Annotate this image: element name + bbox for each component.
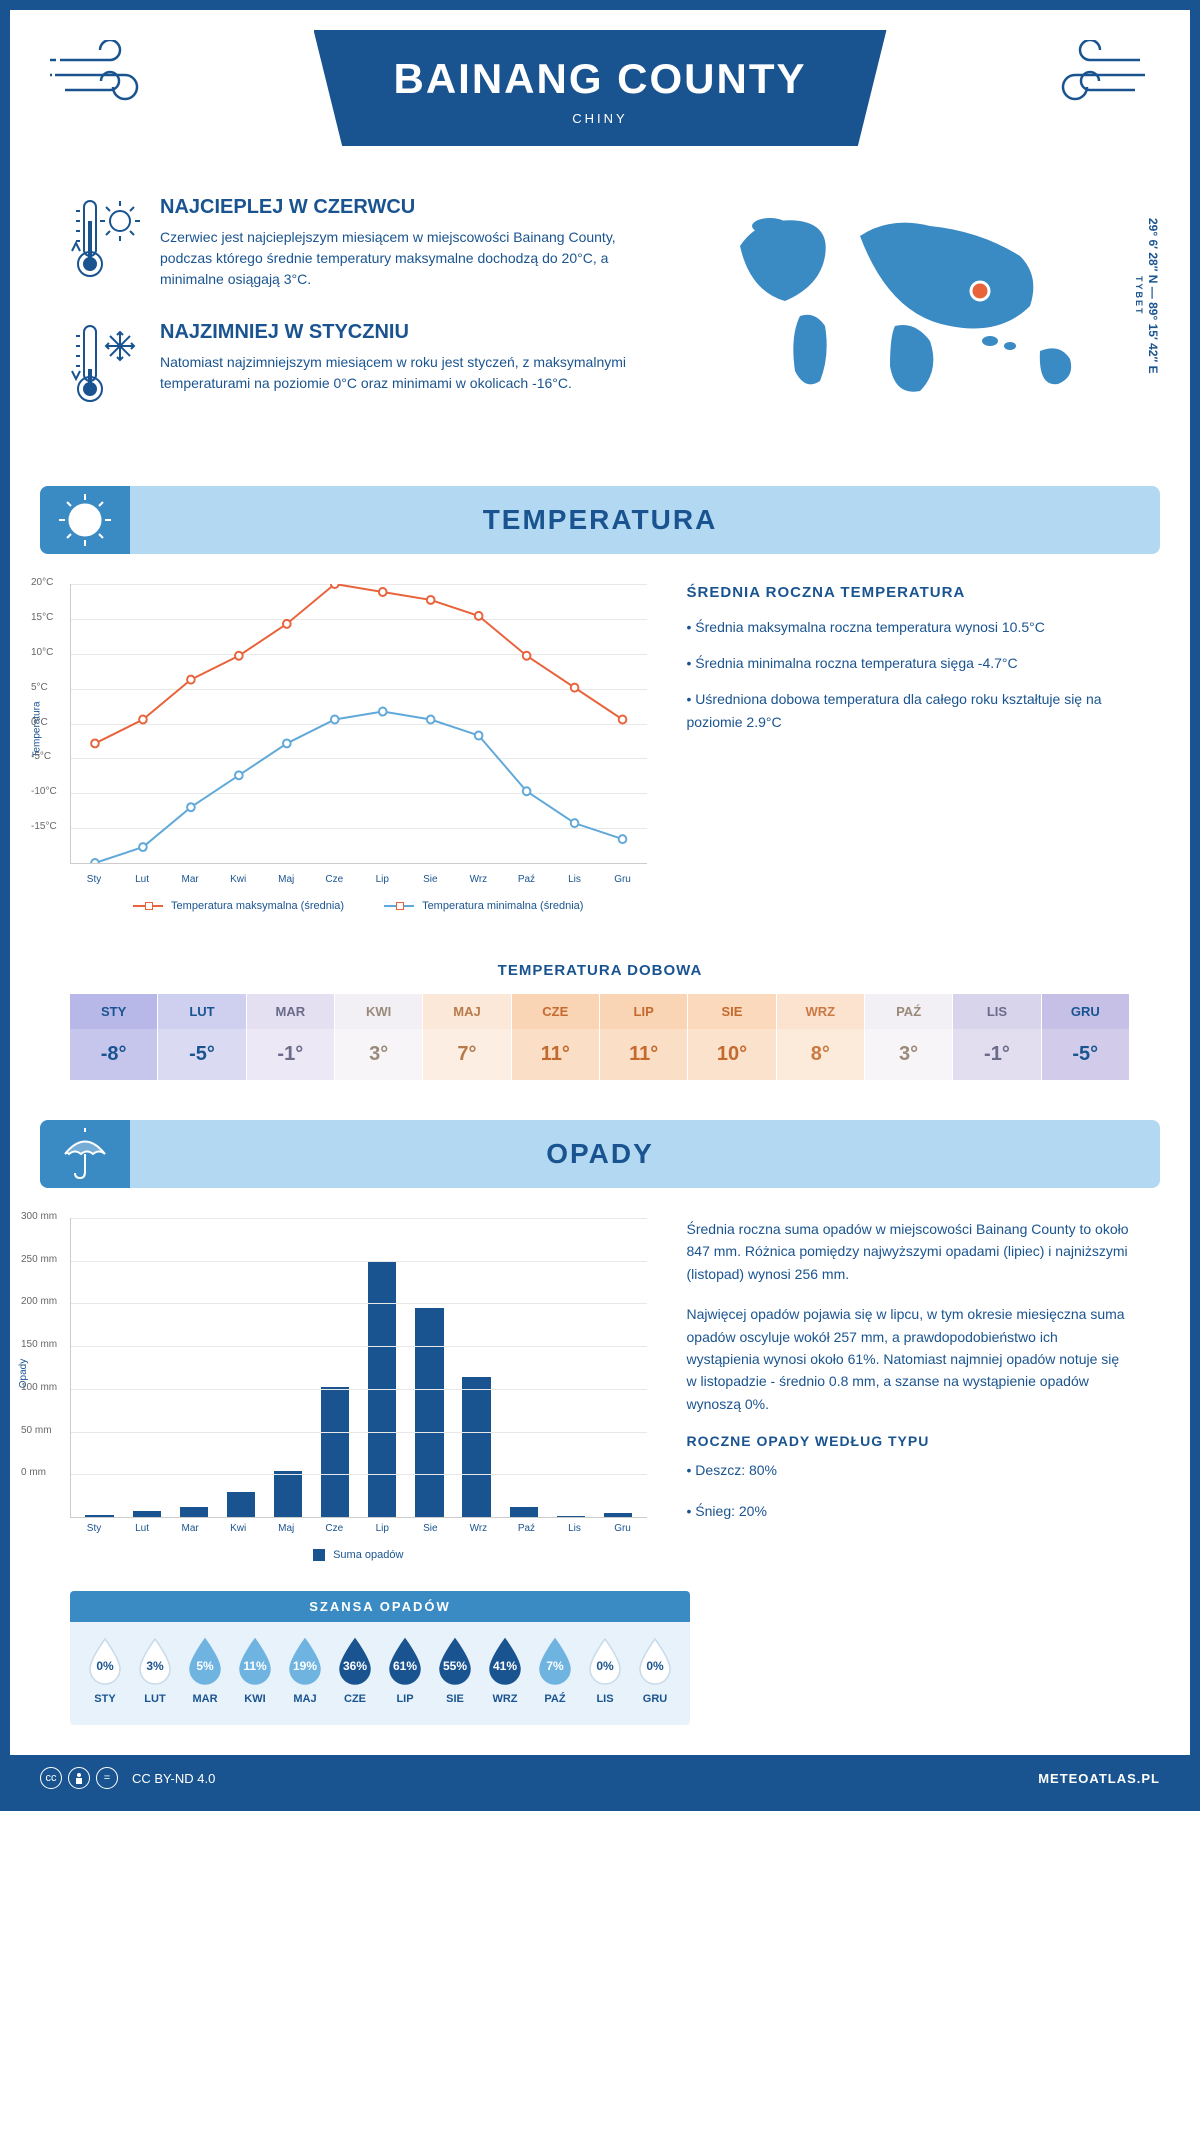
title-banner: BAINANG COUNTY CHINY xyxy=(314,30,887,146)
temp-cell: GRU-5° xyxy=(1042,994,1130,1080)
location-title: BAINANG COUNTY xyxy=(394,55,807,103)
temp-bullet: • Średnia minimalna roczna temperatura s… xyxy=(687,652,1130,676)
cc-icon: cc xyxy=(40,1767,62,1789)
bar xyxy=(462,1377,490,1517)
precipitation-section-header: OPADY xyxy=(40,1120,1160,1188)
bar xyxy=(510,1507,538,1517)
temp-cell: WRZ8° xyxy=(777,994,865,1080)
chance-cell: 3%LUT xyxy=(130,1637,180,1705)
bar xyxy=(133,1511,161,1517)
chance-cell: 0%LIS xyxy=(580,1637,630,1705)
world-map-icon xyxy=(710,196,1110,416)
warmest-text: Czerwiec jest najcieplejszym miesiącem w… xyxy=(160,227,670,290)
precipitation-chart: Opady 300 mm250 mm200 mm150 mm100 mm50 m… xyxy=(70,1218,647,1561)
temp-cell: PAŹ3° xyxy=(865,994,953,1080)
y-axis-label: Opady xyxy=(18,1358,29,1387)
precip-snow: • Śnieg: 20% xyxy=(687,1500,1130,1522)
chance-cell: 36%CZE xyxy=(330,1637,380,1705)
daily-temp-title: TEMPERATURA DOBOWA xyxy=(70,962,1130,979)
header: BAINANG COUNTY CHINY xyxy=(10,10,1190,176)
precipitation-info: Średnia roczna suma opadów w miejscowośc… xyxy=(687,1218,1130,1561)
temp-bullet: • Średnia maksymalna roczna temperatura … xyxy=(687,616,1130,640)
site-name: METEOATLAS.PL xyxy=(1038,1771,1160,1786)
nd-icon: = xyxy=(96,1767,118,1789)
precip-paragraph: Najwięcej opadów pojawia się w lipcu, w … xyxy=(687,1303,1130,1415)
chance-cell: 41%WRZ xyxy=(480,1637,530,1705)
chance-cell: 55%SIE xyxy=(430,1637,480,1705)
chance-cell: 19%MAJ xyxy=(280,1637,330,1705)
temp-cell: MAR-1° xyxy=(247,994,335,1080)
umbrella-icon xyxy=(40,1120,130,1188)
chart-legend: .legend-line:nth-child(1)::before{border… xyxy=(70,900,647,912)
temp-cell: CZE11° xyxy=(512,994,600,1080)
coldest-title: NAJZIMNIEJ W STYCZNIU xyxy=(160,321,670,344)
chance-cell: 7%PAŹ xyxy=(530,1637,580,1705)
temperature-chart: Temperatura 20°C15°C10°C5°C0°C-5°C-10°C-… xyxy=(70,584,647,912)
temperature-section-header: TEMPERATURA xyxy=(40,486,1160,554)
temperature-body: Temperatura 20°C15°C10°C5°C0°C-5°C-10°C-… xyxy=(10,554,1190,942)
temp-cell: MAJ7° xyxy=(423,994,511,1080)
coordinates: 29° 6′ 28″ N — 89° 15′ 42″ E TYBET xyxy=(1132,196,1160,396)
map-column: 29° 6′ 28″ N — 89° 15′ 42″ E TYBET xyxy=(710,196,1130,446)
y-axis-label: Temperatura xyxy=(32,701,43,757)
daily-temperature: TEMPERATURA DOBOWA STY-8°LUT-5°MAR-1°KWI… xyxy=(10,942,1190,1120)
bar xyxy=(227,1492,255,1517)
temp-cell: SIE10° xyxy=(688,994,776,1080)
license: cc = CC BY-ND 4.0 xyxy=(40,1767,215,1789)
bar xyxy=(604,1513,632,1517)
precip-rain: • Deszcz: 80% xyxy=(687,1459,1130,1481)
by-icon xyxy=(68,1767,90,1789)
wind-icon xyxy=(1040,40,1150,115)
legend-min: Temperatura minimalna (średnia) xyxy=(422,900,583,912)
precipitation-body: Opady 300 mm250 mm200 mm150 mm100 mm50 m… xyxy=(10,1188,1190,1581)
bar xyxy=(557,1516,585,1517)
bar xyxy=(85,1515,113,1517)
legend-precip: Suma opadów xyxy=(333,1549,403,1561)
bar xyxy=(180,1507,208,1517)
chance-cell: 11%KWI xyxy=(230,1637,280,1705)
facts-column: NAJCIEPLEJ W CZERWCU Czerwiec jest najci… xyxy=(70,196,670,446)
thermometer-snow-icon xyxy=(70,321,140,416)
country-label: CHINY xyxy=(394,111,807,126)
temp-cell: KWI3° xyxy=(335,994,423,1080)
chance-cell: 5%MAR xyxy=(180,1637,230,1705)
bar xyxy=(368,1261,396,1517)
intro-section: NAJCIEPLEJ W CZERWCU Czerwiec jest najci… xyxy=(10,176,1190,486)
bar xyxy=(274,1471,302,1517)
temperature-info: ŚREDNIA ROCZNA TEMPERATURA • Średnia mak… xyxy=(687,584,1130,912)
chance-title: SZANSA OPADÓW xyxy=(70,1591,690,1622)
bar xyxy=(321,1387,349,1517)
bar-legend: Suma opadów xyxy=(70,1549,647,1561)
bar xyxy=(415,1308,443,1517)
thermometer-sun-icon xyxy=(70,196,140,291)
sun-icon xyxy=(40,486,130,554)
temp-cell: LUT-5° xyxy=(158,994,246,1080)
coldest-fact: NAJZIMNIEJ W STYCZNIU Natomiast najzimni… xyxy=(70,321,670,416)
chance-cell: 61%LIP xyxy=(380,1637,430,1705)
temp-cell: LIP11° xyxy=(600,994,688,1080)
temp-cell: LIS-1° xyxy=(953,994,1041,1080)
temp-info-title: ŚREDNIA ROCZNA TEMPERATURA xyxy=(687,584,1130,601)
infographic-container: BAINANG COUNTY CHINY xyxy=(0,0,1200,1811)
precip-paragraph: Średnia roczna suma opadów w miejscowośc… xyxy=(687,1218,1130,1285)
warmest-fact: NAJCIEPLEJ W CZERWCU Czerwiec jest najci… xyxy=(70,196,670,291)
legend-max: Temperatura maksymalna (średnia) xyxy=(171,900,344,912)
footer: cc = CC BY-ND 4.0 METEOATLAS.PL xyxy=(10,1755,1190,1801)
coldest-text: Natomiast najzimniejszym miesiącem w rok… xyxy=(160,352,670,394)
temp-cell: STY-8° xyxy=(70,994,158,1080)
temp-bullet: • Uśredniona dobowa temperatura dla całe… xyxy=(687,688,1130,736)
chance-cell: 0%STY xyxy=(80,1637,130,1705)
warmest-title: NAJCIEPLEJ W CZERWCU xyxy=(160,196,670,219)
precipitation-chance-panel: SZANSA OPADÓW 0%STY3%LUT5%MAR11%KWI19%MA… xyxy=(70,1591,690,1725)
wind-icon xyxy=(50,40,160,115)
precip-types-title: ROCZNE OPADY WEDŁUG TYPU xyxy=(687,1433,1130,1449)
chance-cell: 0%GRU xyxy=(630,1637,680,1705)
